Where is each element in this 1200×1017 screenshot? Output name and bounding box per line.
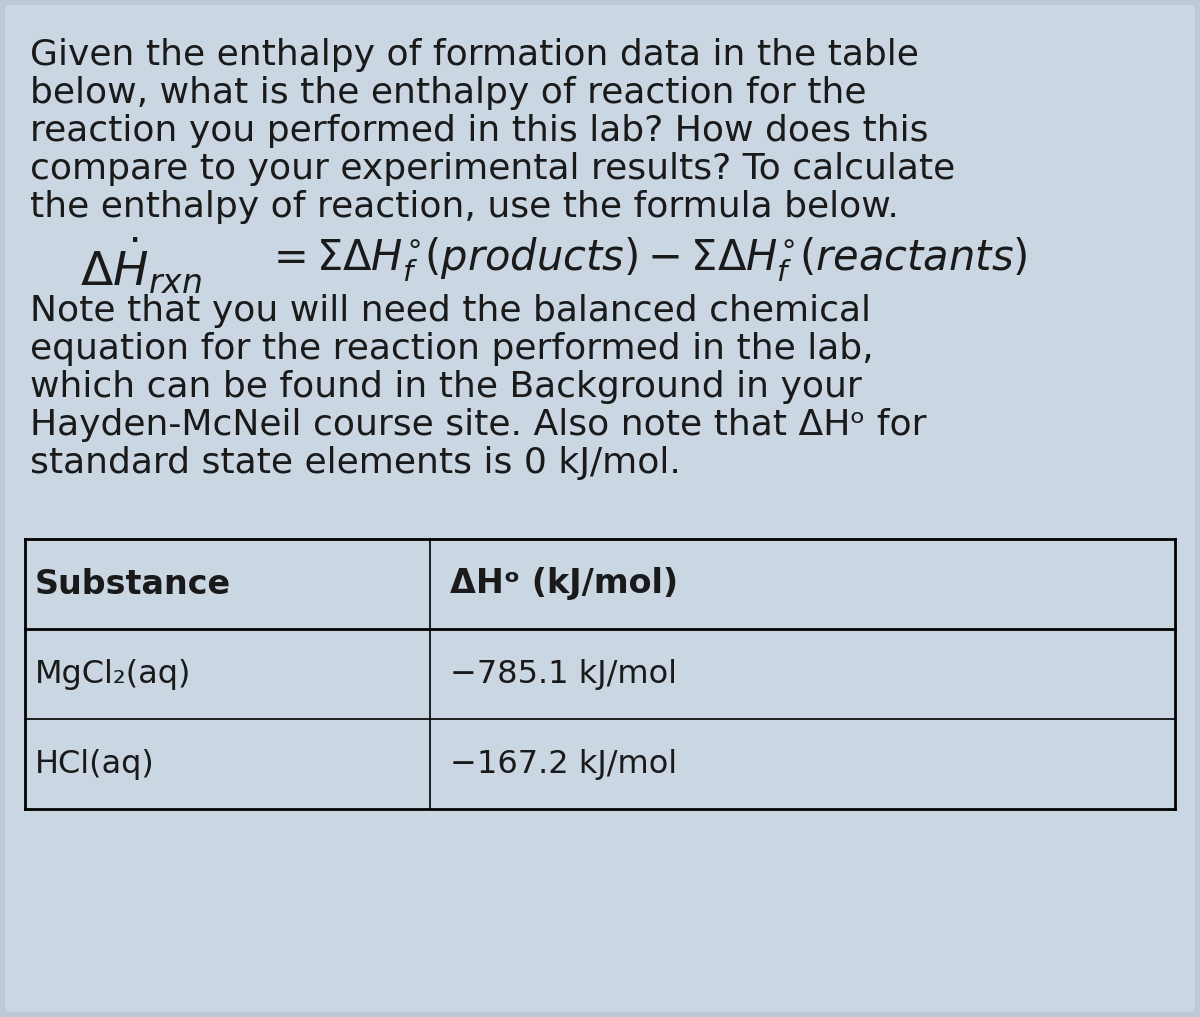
Text: which can be found in the Background in your: which can be found in the Background in … bbox=[30, 370, 862, 404]
Text: $\Delta\dot{H}_{rxn}$: $\Delta\dot{H}_{rxn}$ bbox=[80, 236, 202, 296]
Text: compare to your experimental results? To calculate: compare to your experimental results? To… bbox=[30, 152, 955, 186]
Text: the enthalpy of reaction, use the formula below.: the enthalpy of reaction, use the formul… bbox=[30, 190, 899, 224]
Text: below, what is the enthalpy of reaction for the: below, what is the enthalpy of reaction … bbox=[30, 76, 866, 110]
FancyBboxPatch shape bbox=[5, 5, 1195, 1012]
Text: standard state elements is 0 kJ/mol.: standard state elements is 0 kJ/mol. bbox=[30, 446, 680, 480]
Text: Hayden-McNeil course site. Also note that ΔHᵒ for: Hayden-McNeil course site. Also note tha… bbox=[30, 408, 926, 442]
Text: MgCl₂(aq): MgCl₂(aq) bbox=[35, 658, 191, 690]
Text: ΔHᵒ (kJ/mol): ΔHᵒ (kJ/mol) bbox=[450, 567, 678, 600]
Text: HCl(aq): HCl(aq) bbox=[35, 749, 155, 779]
Text: Note that you will need the balanced chemical: Note that you will need the balanced che… bbox=[30, 294, 871, 328]
Text: −785.1 kJ/mol: −785.1 kJ/mol bbox=[450, 658, 677, 690]
Text: Given the enthalpy of formation data in the table: Given the enthalpy of formation data in … bbox=[30, 38, 919, 72]
Text: $= \Sigma\Delta H_f^{\circ}(\mathit{products}) - \Sigma\Delta H_f^{\circ}(\mathi: $= \Sigma\Delta H_f^{\circ}(\mathit{prod… bbox=[265, 236, 1027, 285]
Text: Substance: Substance bbox=[35, 567, 232, 600]
Text: reaction you performed in this lab? How does this: reaction you performed in this lab? How … bbox=[30, 114, 929, 148]
Text: equation for the reaction performed in the lab,: equation for the reaction performed in t… bbox=[30, 332, 874, 366]
Text: −167.2 kJ/mol: −167.2 kJ/mol bbox=[450, 749, 677, 779]
